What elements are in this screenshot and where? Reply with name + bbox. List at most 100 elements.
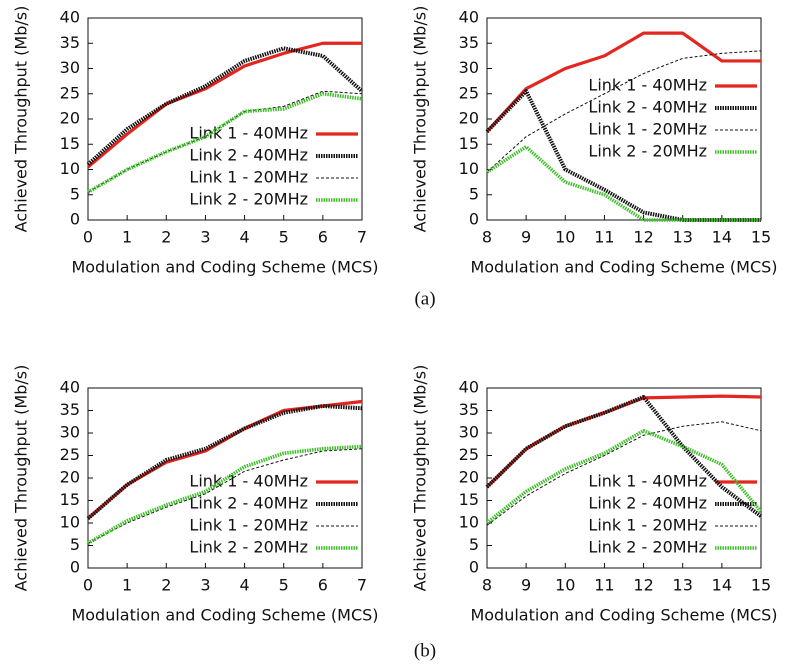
x-axis-label: Modulation and Coding Scheme (MCS) — [470, 258, 777, 277]
series-line — [486, 50, 762, 173]
series-line — [87, 91, 363, 194]
y-tick-label: 0 — [469, 558, 479, 577]
caption: (a) — [414, 288, 435, 309]
y-tick-label: 5 — [70, 535, 80, 554]
y-tick-label: 0 — [469, 210, 479, 229]
y-tick-label: 30 — [459, 58, 479, 77]
x-tick-label: 8 — [482, 576, 492, 595]
y-tick-label: 15 — [60, 134, 80, 153]
series-line — [87, 448, 363, 544]
x-tick-label: 13 — [673, 228, 693, 247]
y-tick-label: 25 — [459, 445, 479, 464]
y-tick-label: 5 — [469, 184, 479, 203]
x-tick-label: 3 — [200, 576, 210, 595]
y-axis-label: Achieved Throughput (Mb/s) — [411, 365, 430, 592]
legend-label: Link 1 - 20MHz — [588, 120, 707, 139]
y-tick-label: 30 — [459, 423, 479, 442]
y-tick-label: 35 — [60, 33, 80, 52]
x-tick-label: 9 — [521, 576, 531, 595]
y-tick-label: 25 — [60, 445, 80, 464]
x-tick-label: 12 — [633, 228, 653, 247]
series-line — [86, 46, 364, 166]
y-tick-label: 5 — [70, 184, 80, 203]
y-tick-label: 20 — [459, 468, 479, 487]
series-line — [485, 395, 763, 518]
legend-label: Link 1 - 20MHz — [189, 168, 308, 187]
caption: (b) — [414, 640, 436, 661]
x-tick-label: 9 — [521, 228, 531, 247]
x-tick-label: 11 — [594, 576, 614, 595]
x-tick-label: 7 — [357, 576, 367, 595]
x-tick-label: 8 — [482, 228, 492, 247]
y-tick-label: 0 — [70, 210, 80, 229]
series-line — [87, 90, 363, 193]
legend-label: Link 1 - 40MHz — [189, 472, 308, 491]
series-line — [485, 394, 762, 489]
legend-label: Link 2 - 40MHz — [588, 494, 707, 513]
series-line — [485, 428, 763, 525]
legend-label: Link 1 - 20MHz — [588, 516, 707, 535]
x-tick-label: 2 — [161, 228, 171, 247]
series-line — [486, 144, 761, 222]
x-axis-label: Modulation and Coding Scheme (MCS) — [71, 606, 378, 625]
y-tick-label: 30 — [60, 58, 80, 77]
x-tick-label: 12 — [633, 576, 653, 595]
legend-label: Link 1 - 20MHz — [189, 516, 308, 535]
y-tick-label: 40 — [60, 378, 80, 397]
legend-label: Link 2 - 20MHz — [588, 538, 707, 557]
y-tick-label: 15 — [459, 134, 479, 153]
x-tick-label: 5 — [279, 228, 289, 247]
y-tick-label: 40 — [459, 8, 479, 27]
x-tick-label: 13 — [673, 576, 693, 595]
legend-label: Link 1 - 40MHz — [588, 76, 707, 95]
y-axis-label: Achieved Throughput (Mb/s) — [12, 6, 31, 233]
x-axis-label: Modulation and Coding Scheme (MCS) — [470, 606, 777, 625]
x-tick-label: 14 — [712, 228, 732, 247]
legend-label: Link 2 - 20MHz — [189, 190, 308, 209]
y-tick-label: 25 — [60, 83, 80, 102]
y-tick-label: 15 — [459, 490, 479, 509]
x-tick-label: 15 — [751, 228, 771, 247]
y-tick-label: 35 — [459, 400, 479, 419]
x-tick-label: 10 — [555, 576, 575, 595]
y-axis-label: Achieved Throughput (Mb/s) — [411, 6, 430, 233]
series-line — [86, 41, 362, 169]
x-tick-label: 5 — [279, 576, 289, 595]
legend-label: Link 1 - 40MHz — [588, 472, 707, 491]
series-line — [485, 31, 761, 133]
y-tick-label: 15 — [60, 490, 80, 509]
x-tick-label: 10 — [555, 228, 575, 247]
legend-label: Link 2 - 40MHz — [588, 98, 707, 117]
series-line — [486, 421, 762, 526]
y-tick-label: 40 — [60, 8, 80, 27]
x-tick-label: 6 — [318, 228, 328, 247]
legend-label: Link 2 - 40MHz — [189, 146, 308, 165]
y-tick-label: 20 — [60, 468, 80, 487]
y-tick-label: 35 — [459, 33, 479, 52]
x-tick-label: 11 — [594, 228, 614, 247]
x-tick-label: 7 — [357, 228, 367, 247]
y-tick-label: 35 — [60, 400, 80, 419]
x-tick-label: 14 — [712, 576, 732, 595]
y-tick-label: 20 — [459, 109, 479, 128]
x-tick-label: 0 — [83, 228, 93, 247]
legend-label: Link 1 - 40MHz — [189, 124, 308, 143]
y-tick-label: 5 — [469, 535, 479, 554]
y-tick-label: 40 — [459, 378, 479, 397]
x-axis-label: Modulation and Coding Scheme (MCS) — [71, 258, 378, 277]
y-tick-label: 10 — [60, 159, 80, 178]
x-tick-label: 1 — [122, 576, 132, 595]
legend-label: Link 2 - 40MHz — [189, 494, 308, 513]
y-tick-label: 10 — [459, 513, 479, 532]
x-tick-label: 15 — [751, 576, 771, 595]
legend-label: Link 2 - 20MHz — [588, 142, 707, 161]
x-tick-label: 1 — [122, 228, 132, 247]
x-tick-label: 4 — [239, 576, 249, 595]
y-tick-label: 10 — [459, 159, 479, 178]
y-tick-label: 20 — [60, 109, 80, 128]
x-tick-label: 4 — [239, 228, 249, 247]
y-tick-label: 25 — [459, 83, 479, 102]
y-tick-label: 10 — [60, 513, 80, 532]
y-axis-label: Achieved Throughput (Mb/s) — [12, 365, 31, 592]
